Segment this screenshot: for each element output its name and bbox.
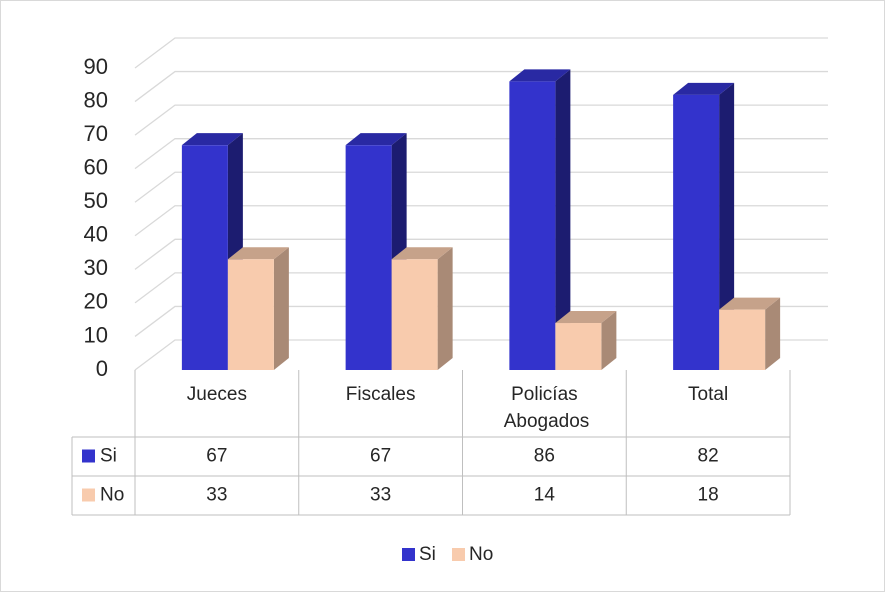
y-tick-label: 10 (84, 322, 108, 347)
bar-front (673, 94, 720, 370)
bar-front (391, 259, 438, 370)
grid-line (134, 205, 828, 237)
bar-top (719, 297, 781, 310)
bar (555, 311, 617, 370)
x-tick-label: Fiscales (346, 384, 416, 405)
table-key (82, 488, 95, 502)
legend-swatch (452, 548, 465, 561)
bar-front (181, 145, 228, 370)
y-tick-label: 50 (84, 188, 108, 213)
table-value: 14 (534, 485, 556, 506)
bar-front (719, 309, 766, 370)
bar-top (391, 247, 453, 260)
legend-label: No (469, 544, 493, 565)
bar-front (509, 81, 556, 370)
bar-side (555, 69, 571, 370)
y-tick-label: 90 (84, 54, 108, 79)
x-tick-label: Total (688, 384, 728, 405)
table-key (82, 449, 95, 463)
bar (719, 297, 781, 370)
table-value: 67 (370, 446, 391, 467)
legend-label: Si (419, 544, 436, 565)
grid-line (134, 238, 828, 270)
bar-top (345, 133, 407, 146)
y-tick-label: 60 (84, 154, 108, 179)
grid-line (134, 272, 828, 304)
bar-top (673, 82, 735, 95)
table-row-label: Si (100, 446, 117, 467)
table-value: 67 (206, 446, 227, 467)
bar (673, 82, 735, 370)
bar-top (227, 247, 289, 260)
y-tick-label: 80 (84, 87, 108, 112)
table-row-label: No (100, 485, 124, 506)
bar-top (181, 133, 243, 146)
bar-front (227, 259, 274, 370)
bar-side (273, 247, 289, 370)
y-tick-label: 70 (84, 121, 108, 146)
grid-line (134, 305, 828, 337)
bar-top (555, 311, 617, 324)
bar-side (437, 247, 453, 370)
table-value: 82 (698, 446, 719, 467)
grid-line (134, 37, 828, 69)
bar (391, 247, 453, 370)
y-tick-label: 40 (84, 222, 108, 247)
bar-top (509, 69, 571, 82)
grid-line (134, 104, 828, 136)
legend-swatch (402, 548, 415, 561)
bar-side (765, 297, 781, 370)
table-value: 18 (698, 485, 719, 506)
bar-side (601, 311, 617, 370)
grid-line (134, 70, 828, 103)
y-tick-label: 30 (84, 255, 108, 280)
x-tick-label: Jueces (187, 384, 247, 405)
grid-line (134, 138, 828, 170)
y-tick-label: 0 (96, 356, 108, 381)
x-tick-label: Policías Abogados (499, 384, 589, 432)
y-tick-label: 20 (84, 289, 108, 314)
bar-front (555, 323, 602, 370)
bar (509, 69, 571, 370)
bar-front (345, 145, 392, 370)
table-value: 33 (206, 485, 227, 506)
table-value: 86 (534, 446, 555, 467)
grid-line (134, 171, 828, 203)
bar (227, 247, 289, 370)
table-value: 33 (370, 485, 391, 506)
bar (345, 133, 407, 370)
bar-side (719, 82, 735, 370)
